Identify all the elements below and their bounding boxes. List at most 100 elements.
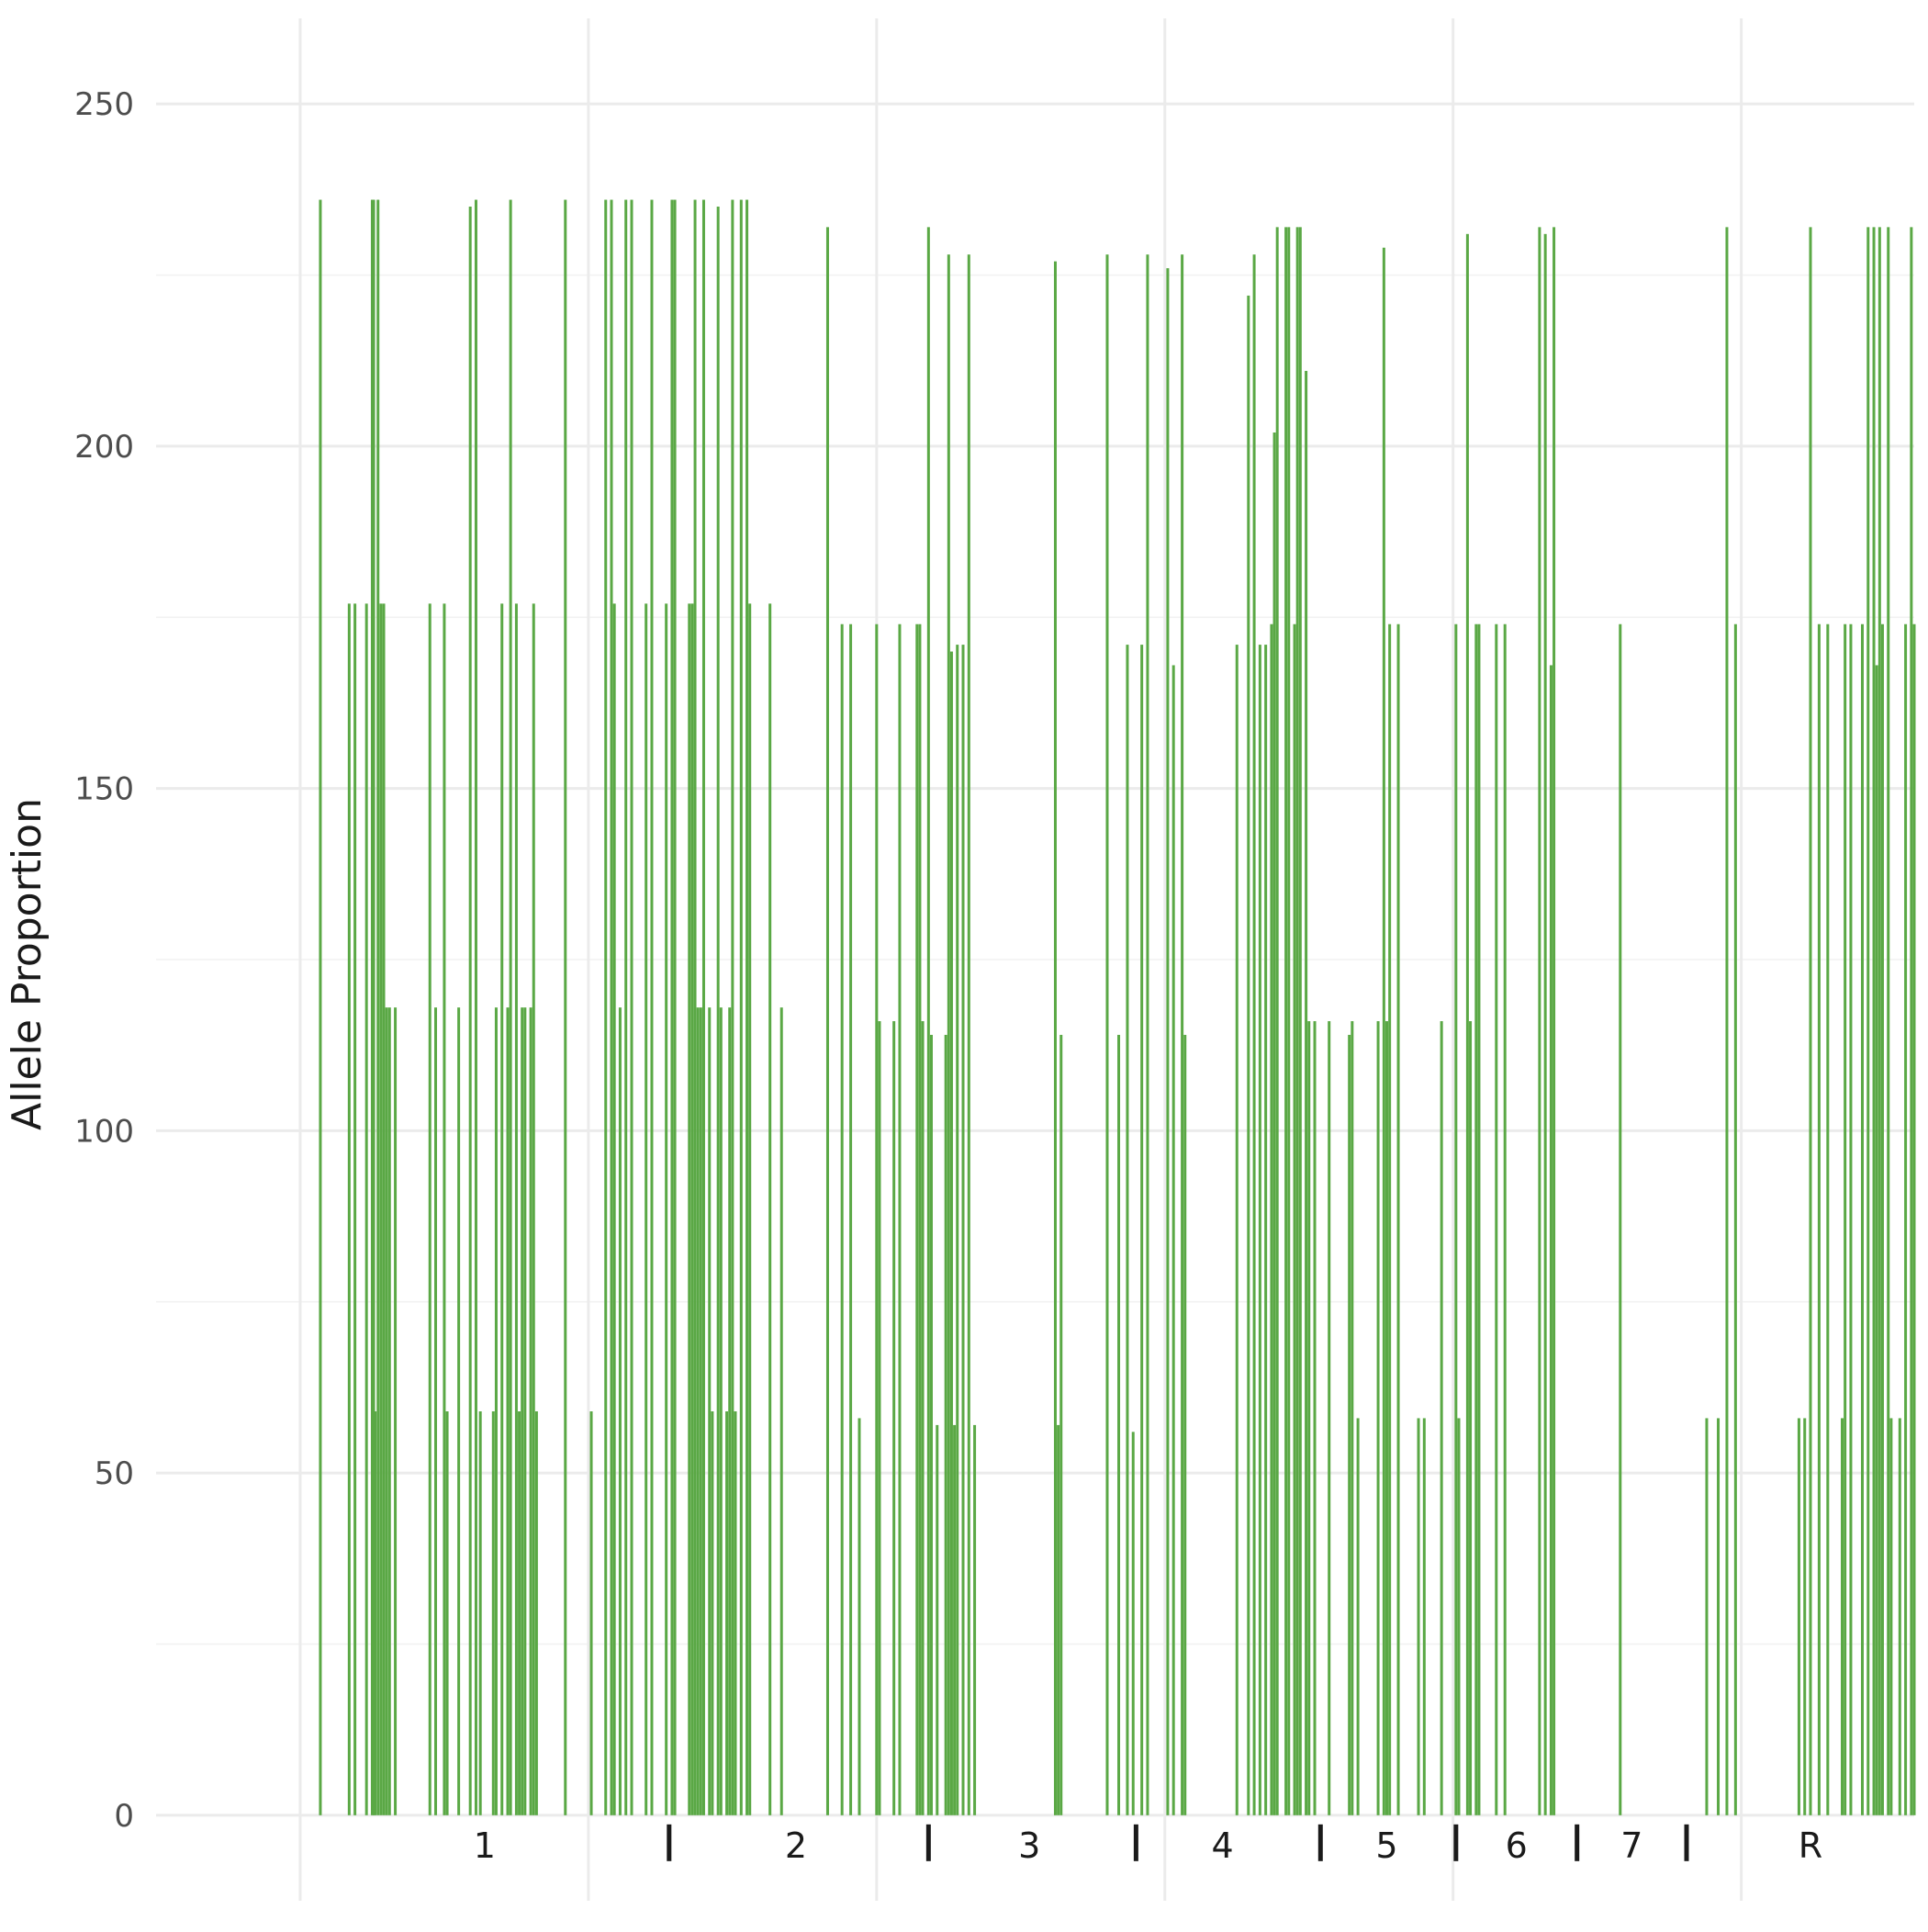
y-tick-label: 100 (74, 1113, 134, 1150)
bar (1860, 623, 1864, 1815)
bar (1247, 295, 1250, 1815)
bar (1465, 233, 1469, 1815)
bar (534, 1411, 538, 1815)
bar (529, 1007, 532, 1815)
bar (1878, 227, 1881, 1815)
bar (1235, 645, 1239, 1815)
bar (372, 199, 376, 1815)
bar (1356, 1418, 1360, 1815)
bar (665, 603, 668, 1815)
bar (353, 603, 357, 1815)
bar (532, 603, 535, 1815)
bar (1817, 623, 1821, 1815)
bar (915, 623, 919, 1815)
bar (1875, 665, 1878, 1815)
bar (374, 1411, 377, 1815)
bar (1440, 1021, 1443, 1815)
bar (1469, 1021, 1473, 1815)
bar (506, 1007, 510, 1815)
bar (1872, 227, 1876, 1815)
bar (1844, 623, 1847, 1815)
bar (618, 1007, 622, 1815)
bar (961, 645, 965, 1815)
bar (1258, 645, 1261, 1815)
bar (696, 1007, 700, 1815)
bar (739, 199, 743, 1815)
bar (745, 199, 749, 1815)
bar (1305, 370, 1308, 1815)
bar (708, 1007, 712, 1815)
bar (1887, 227, 1890, 1815)
bar (711, 1411, 714, 1815)
bar (1474, 623, 1478, 1815)
bar (878, 1021, 881, 1815)
bar (929, 1035, 933, 1815)
bar (1538, 227, 1541, 1815)
bar (457, 1007, 461, 1815)
bar (1059, 1035, 1063, 1815)
bar (1503, 623, 1507, 1815)
bar (1181, 254, 1184, 1815)
bar (604, 199, 608, 1815)
bar (521, 1007, 524, 1815)
bar (1376, 1021, 1380, 1815)
bar (825, 227, 829, 1815)
y-tick-label: 150 (74, 771, 134, 808)
bar (688, 603, 691, 1815)
bar (1826, 623, 1830, 1815)
bar (898, 623, 902, 1815)
bar (624, 199, 628, 1815)
bar (1417, 1418, 1420, 1815)
bar (1351, 1021, 1354, 1815)
bar (967, 254, 970, 1815)
bar (1717, 1418, 1721, 1815)
group-label: 3 (1018, 1825, 1040, 1866)
bar (589, 1411, 593, 1815)
bar (434, 1007, 438, 1815)
bar (382, 603, 386, 1815)
bar (428, 603, 432, 1815)
bar (731, 199, 734, 1815)
bar (1131, 1432, 1135, 1815)
bar (734, 1411, 737, 1815)
bar (926, 227, 930, 1815)
bar (1270, 623, 1273, 1815)
bar (840, 623, 844, 1815)
bar (701, 199, 705, 1815)
group-label: 7 (1620, 1825, 1642, 1866)
bar (1849, 623, 1853, 1815)
group-label: 5 (1375, 1825, 1397, 1866)
bar (1910, 227, 1913, 1815)
bar (1126, 645, 1129, 1815)
y-tick-label: 0 (114, 1798, 134, 1835)
bar (1293, 623, 1296, 1815)
y-axis-ticks: 0 50 100 150 200 250 (74, 86, 134, 1835)
gridlines (156, 18, 1914, 1901)
bar (953, 1424, 957, 1815)
bar (347, 603, 351, 1815)
bar (1053, 261, 1057, 1815)
bar (518, 1411, 521, 1815)
bar (956, 645, 959, 1815)
bar (1252, 254, 1256, 1815)
bar (610, 199, 613, 1815)
bar (650, 199, 654, 1815)
bar (319, 199, 322, 1815)
bar (944, 1035, 947, 1815)
bar (379, 603, 383, 1815)
bar (716, 207, 720, 1815)
bar (947, 254, 950, 1815)
bar (1057, 1424, 1060, 1815)
bar (1705, 1418, 1709, 1815)
bar (1797, 1418, 1800, 1815)
bar (768, 603, 772, 1815)
bar (443, 603, 446, 1815)
bar (1454, 623, 1458, 1815)
bar (1117, 1035, 1121, 1815)
x-group-labels: 1 2 3 4 5 6 7 R (474, 1824, 1822, 1866)
bar (1495, 623, 1498, 1815)
bar (1171, 665, 1175, 1815)
bar (1912, 623, 1916, 1815)
bar (1725, 227, 1729, 1815)
